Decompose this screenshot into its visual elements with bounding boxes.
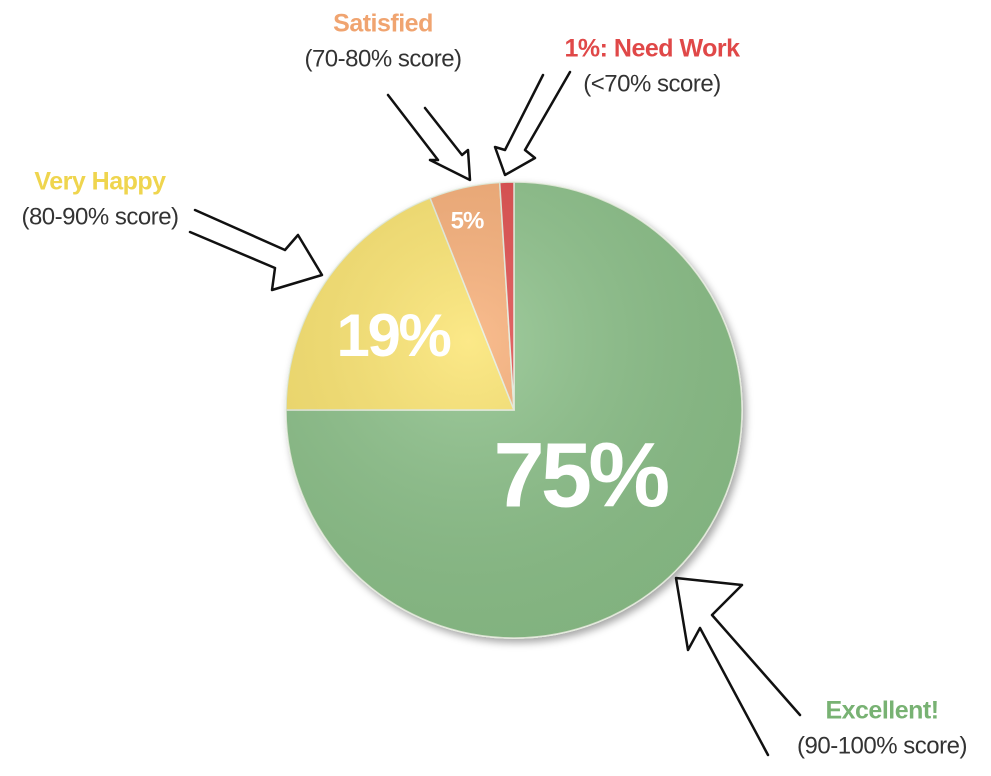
category-note: (90-100% score) bbox=[797, 732, 967, 759]
arrow bbox=[188, 208, 324, 292]
value-label: 75% bbox=[493, 424, 668, 526]
category-note: (<70% score) bbox=[583, 70, 720, 97]
category-note: (80-90% score) bbox=[21, 203, 178, 230]
pie bbox=[285, 181, 743, 639]
category-label: 1%: Need Work bbox=[564, 35, 740, 63]
category-label: Excellent! bbox=[825, 697, 938, 725]
category-label: Very Happy bbox=[34, 168, 166, 196]
category-label: Satisfied bbox=[333, 10, 433, 38]
arrow bbox=[674, 576, 802, 757]
value-label: 19% bbox=[337, 302, 451, 369]
arrow bbox=[493, 70, 572, 177]
arrows bbox=[188, 70, 802, 757]
labels: Excellent! (90-100% score) Very Happy (80-9… bbox=[21, 10, 967, 760]
category-note: (70-80% score) bbox=[304, 45, 461, 72]
arrow bbox=[386, 93, 472, 182]
value-label: 5% bbox=[451, 207, 484, 234]
